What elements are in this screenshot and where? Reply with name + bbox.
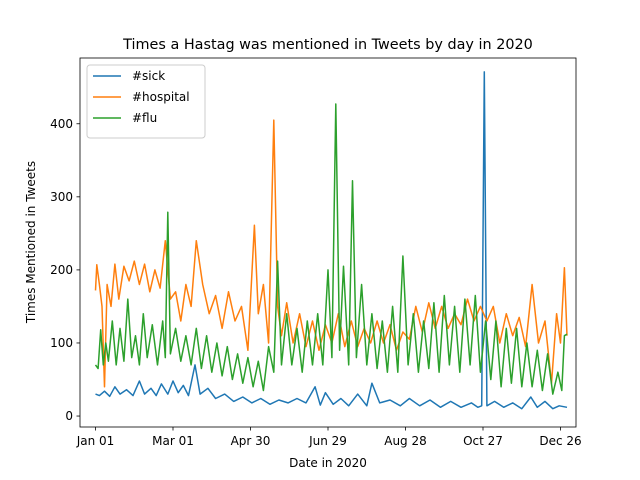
x-axis-label: Date in 2020 (289, 456, 367, 470)
y-axis: 0 100 200 300 400 (50, 117, 80, 423)
y-tick-label: 100 (50, 336, 73, 350)
x-tick-label: Jan 01 (76, 434, 115, 448)
series-line-hospital (94, 119, 568, 388)
y-tick-label: 400 (50, 117, 73, 131)
legend-label: #flu (132, 111, 157, 125)
x-axis: Jan 01 Mar 01 Apr 30 Jun 29 Aug 28 Oct 27 Dec … (76, 427, 582, 448)
x-tick-label: Jun 29 (308, 434, 347, 448)
x-tick-label: Aug 28 (384, 434, 427, 448)
x-tick-label: Oct 27 (463, 434, 503, 448)
y-tick-label: 0 (65, 409, 73, 423)
series-layer (94, 71, 568, 410)
legend-label: #hospital (132, 90, 190, 104)
y-tick-label: 200 (50, 263, 73, 277)
y-tick-label: 300 (50, 190, 73, 204)
legend-box (86, 64, 206, 139)
legend-label: #sick (132, 69, 165, 83)
x-tick-label: Dec 26 (539, 434, 581, 448)
y-axis-label: Times Mentioned in Tweets (24, 161, 38, 324)
series-line-sick (95, 71, 568, 410)
chart-title: Times a Hastag was mentioned in Tweets b… (122, 37, 533, 53)
x-tick-label: Mar 01 (152, 434, 194, 448)
series-line-flu (94, 103, 568, 395)
legend: #sick #hospital #flu (86, 64, 206, 139)
x-tick-label: Apr 30 (231, 434, 271, 448)
